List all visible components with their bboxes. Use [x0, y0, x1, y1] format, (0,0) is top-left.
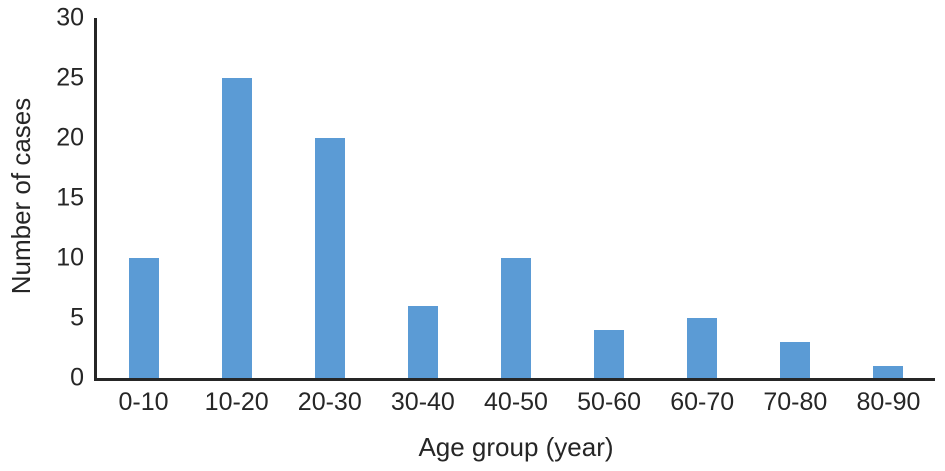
- x-tick-label: 70-80: [763, 388, 828, 416]
- bar-60-70: [687, 318, 718, 378]
- bar-40-50: [501, 258, 531, 378]
- y-tick-label: 30: [56, 3, 84, 32]
- y-tick-label: 5: [70, 303, 84, 332]
- x-tick-label: 20-30: [297, 388, 362, 416]
- bar-30-40: [407, 306, 438, 378]
- x-tick-label: 40-50: [484, 388, 548, 416]
- x-tick-label: 30-40: [390, 388, 455, 416]
- x-tick-label: 50-60: [577, 388, 642, 416]
- y-tick-label: 0: [70, 363, 84, 392]
- bar-80-90: [873, 366, 904, 378]
- bar-20-30: [314, 138, 345, 378]
- x-tick-label: 80-90: [856, 388, 921, 416]
- x-tick-label: 60-70: [670, 388, 735, 416]
- bar-0-10: [128, 258, 159, 378]
- y-tick-label: 25: [56, 63, 84, 92]
- bar-10-20: [221, 78, 252, 378]
- y-tick-label: 20: [56, 123, 84, 152]
- y-tick-label: 15: [56, 183, 84, 212]
- bar-70-80: [780, 342, 811, 378]
- bar-50-60: [594, 330, 625, 378]
- x-tick-label: 0-10: [118, 388, 169, 416]
- x-axis-title: Age group (year): [418, 432, 614, 462]
- plot-area: [94, 18, 935, 381]
- y-tick-label: 10: [56, 243, 84, 272]
- x-tick-label: 10-20: [204, 388, 269, 416]
